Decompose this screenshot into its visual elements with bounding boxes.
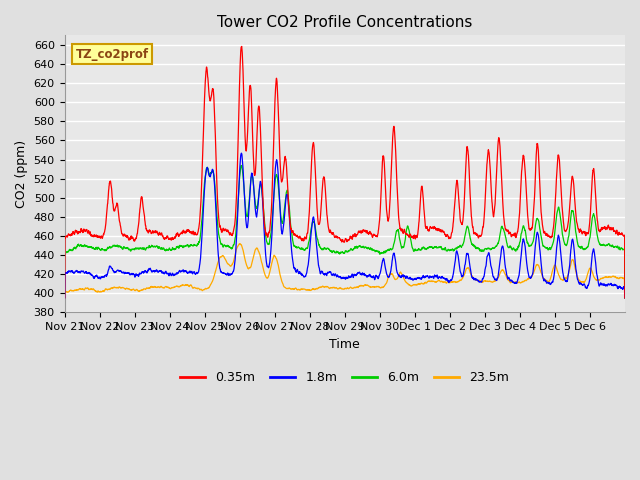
Legend: 0.35m, 1.8m, 6.0m, 23.5m: 0.35m, 1.8m, 6.0m, 23.5m (175, 366, 514, 389)
Title: Tower CO2 Profile Concentrations: Tower CO2 Profile Concentrations (217, 15, 472, 30)
Y-axis label: CO2 (ppm): CO2 (ppm) (15, 140, 28, 208)
Text: TZ_co2prof: TZ_co2prof (76, 48, 149, 61)
X-axis label: Time: Time (330, 337, 360, 351)
